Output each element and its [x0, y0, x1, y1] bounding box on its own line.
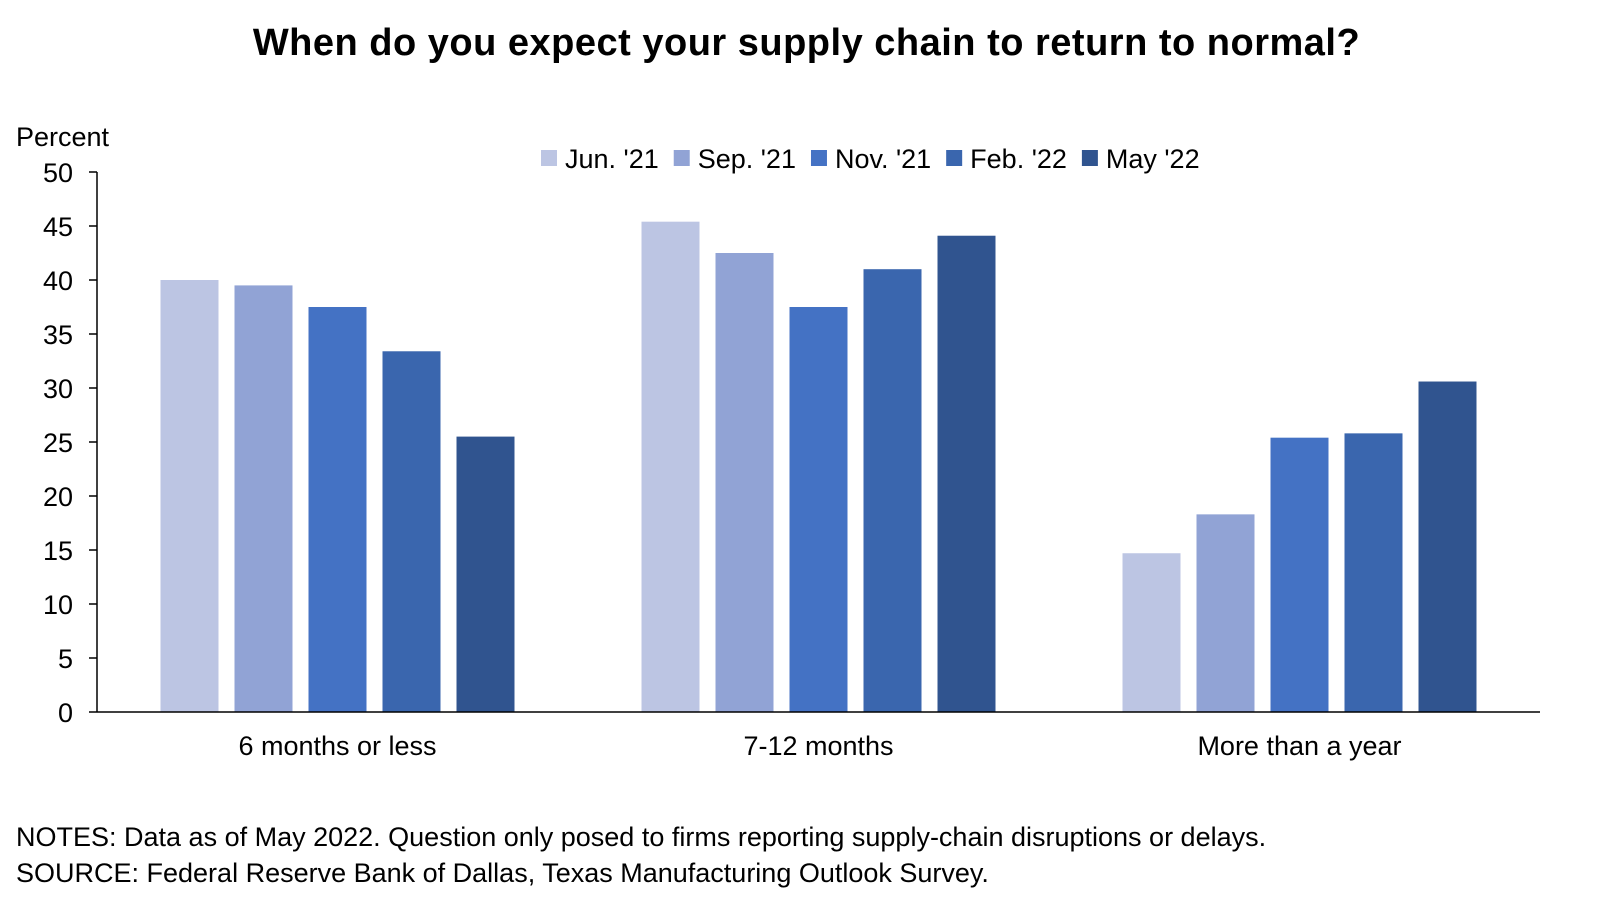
- bar: [160, 280, 219, 712]
- y-tick-label: 45: [43, 212, 73, 242]
- y-tick-label: 0: [58, 698, 73, 728]
- legend-item: May '22: [1081, 144, 1200, 174]
- bar: [1270, 437, 1329, 712]
- x-tick-label: More than a year: [1197, 731, 1401, 761]
- legend-item: Sep. '21: [673, 144, 796, 174]
- y-tick-label: 35: [43, 320, 73, 350]
- y-tick-label: 20: [43, 482, 73, 512]
- bar: [308, 307, 367, 712]
- bar: [1344, 433, 1403, 712]
- bar: [937, 235, 996, 712]
- legend-swatch: [1081, 150, 1098, 166]
- y-tick-label: 10: [43, 590, 73, 620]
- bar: [1418, 381, 1477, 712]
- x-tick-label: 7-12 months: [743, 731, 893, 761]
- legend-item: Nov. '21: [810, 144, 931, 174]
- legend: Jun. '21 Sep. '21 Nov. '21 Feb. '22 May '22: [541, 144, 1200, 174]
- legend-item: Jun. '21: [541, 144, 659, 174]
- legend-label: Feb. '22: [970, 144, 1067, 174]
- bar: [234, 285, 293, 712]
- legend-swatch: [946, 150, 963, 166]
- y-tick-label: 30: [43, 374, 73, 404]
- legend-label: May '22: [1106, 144, 1200, 174]
- bar: [382, 351, 441, 712]
- bar: [1196, 514, 1255, 712]
- bars: [160, 221, 1477, 712]
- y-tick-label: 5: [58, 644, 73, 674]
- y-axis-ticks: 0 5 10 15 20 25 30 35 40 45 50: [43, 158, 97, 728]
- bar: [641, 221, 700, 712]
- legend-label: Sep. '21: [698, 144, 796, 174]
- y-tick-label: 40: [43, 266, 73, 296]
- bar: [715, 253, 774, 712]
- legend-swatch: [810, 150, 827, 166]
- legend-swatch: [541, 150, 557, 166]
- y-axis-label: Percent: [16, 122, 110, 152]
- notes-text: NOTES: Data as of May 2022. Question onl…: [16, 822, 1267, 852]
- x-axis-labels: 6 months or less 7-12 months More than a y…: [238, 731, 1401, 761]
- legend-label: Jun. '21: [565, 144, 659, 174]
- y-tick-label: 25: [43, 428, 73, 458]
- y-tick-label: 50: [43, 158, 73, 188]
- bar: [1122, 553, 1181, 712]
- bar: [789, 307, 848, 712]
- axes: [96, 172, 1540, 713]
- legend-swatch: [673, 150, 690, 166]
- bar: [456, 436, 515, 712]
- source-text: SOURCE: Federal Reserve Bank of Dallas, …: [16, 858, 989, 888]
- x-tick-label: 6 months or less: [238, 731, 436, 761]
- legend-item: Feb. '22: [946, 144, 1067, 174]
- legend-label: Nov. '21: [835, 144, 931, 174]
- bar: [863, 269, 922, 712]
- chart-title: When do you expect your supply chain to …: [252, 22, 1361, 64]
- y-tick-label: 15: [43, 536, 73, 566]
